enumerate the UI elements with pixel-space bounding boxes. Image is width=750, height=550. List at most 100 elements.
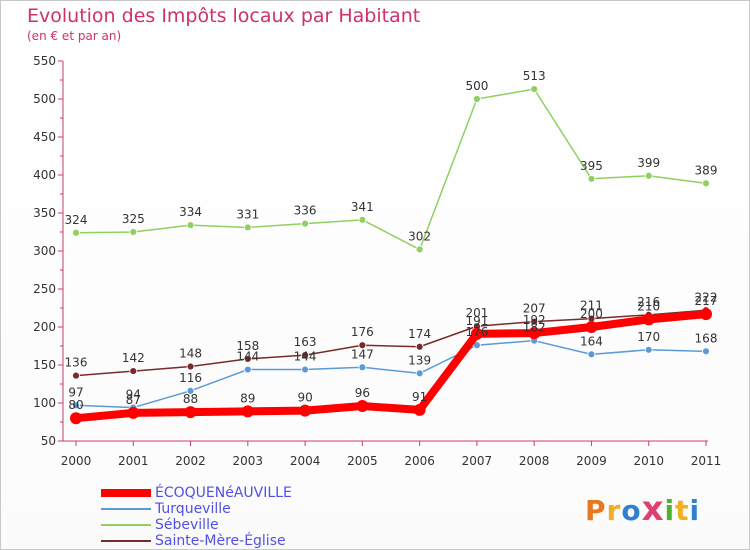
data-point (473, 95, 481, 103)
x-tick-label: 2002 (175, 454, 206, 468)
data-label: 164 (580, 334, 603, 348)
data-label: 334 (179, 205, 202, 219)
legend-item: Turqueville (101, 501, 292, 517)
data-label: 96 (355, 386, 370, 400)
data-point (470, 327, 483, 340)
legend-swatch (101, 540, 151, 542)
data-point (356, 400, 369, 413)
proxiti-logo: Proxiti (585, 489, 700, 529)
data-point (530, 85, 539, 94)
data-label: 500 (465, 79, 488, 93)
y-tick-label: 50 (41, 434, 56, 448)
x-tick-label: 2000 (61, 454, 92, 468)
data-label: 513 (523, 69, 546, 83)
data-point (587, 174, 596, 183)
data-point (415, 342, 424, 351)
data-point (587, 350, 596, 359)
data-point (70, 412, 82, 425)
data-point (358, 215, 367, 224)
y-tick-label: 150 (33, 358, 56, 372)
x-tick-label: 2003 (233, 454, 264, 468)
data-label: 176 (351, 325, 374, 339)
data-point (644, 171, 653, 180)
series-line (72, 310, 710, 423)
y-tick-label: 100 (33, 396, 56, 410)
data-point (301, 365, 309, 374)
data-label: 182 (523, 321, 546, 335)
x-tick-label: 2008 (519, 454, 550, 468)
data-label: 144 (294, 350, 317, 364)
legend: ÉCOQUENéAUVILLE Turqueville Sébeville Saint… (101, 485, 292, 549)
data-label: 89 (240, 391, 255, 405)
series-line (75, 339, 707, 409)
data-point (241, 405, 254, 418)
data-label: 174 (408, 327, 431, 341)
x-tick-label: 2009 (576, 454, 607, 468)
data-label: 210 (637, 299, 660, 313)
x-tick-label: 2011 (691, 454, 722, 468)
x-tick-label: 2001 (118, 454, 149, 468)
data-label: 80 (68, 398, 83, 412)
y-tick-label: 250 (33, 282, 56, 296)
legend-swatch (101, 508, 151, 510)
data-label: 142 (122, 351, 145, 365)
data-label: 389 (695, 163, 718, 177)
data-label: 341 (351, 200, 374, 214)
data-label: 302 (408, 229, 431, 243)
logo-letter: r (606, 494, 622, 527)
data-point (72, 401, 80, 410)
data-label: 148 (179, 347, 202, 361)
y-tick-label: 300 (33, 244, 56, 258)
x-tick-label: 2007 (462, 454, 493, 468)
data-label: 399 (637, 156, 660, 170)
data-point (702, 347, 710, 356)
data-label: 336 (294, 204, 317, 218)
data-point (528, 327, 541, 340)
data-point (301, 351, 309, 360)
data-label: 136 (65, 356, 88, 370)
data-point (415, 369, 424, 378)
x-tick-label: 2005 (347, 454, 378, 468)
data-label: 88 (183, 392, 198, 406)
data-label: 139 (408, 353, 431, 367)
series-line (75, 309, 707, 377)
data-label: 87 (126, 393, 141, 407)
data-label: 147 (351, 347, 374, 361)
legend-item: Sainte-Mère-Église (101, 533, 292, 549)
logo-letter: t (675, 494, 690, 527)
data-point (129, 367, 138, 375)
data-point (243, 223, 252, 232)
data-label: 395 (580, 159, 603, 173)
data-point (530, 317, 539, 326)
series-line (75, 88, 707, 251)
data-label: 158 (236, 339, 259, 353)
x-tick-label: 2006 (404, 454, 435, 468)
data-point (700, 308, 712, 321)
data-label: 216 (637, 295, 660, 309)
data-point (358, 363, 367, 372)
data-point (644, 345, 653, 354)
logo-letter: P (585, 494, 607, 527)
data-label: 90 (297, 391, 312, 405)
data-label: 201 (465, 306, 488, 320)
data-label: 200 (580, 307, 603, 321)
data-point (72, 371, 80, 380)
x-tick-label: 2010 (633, 454, 664, 468)
y-tick-label: 350 (33, 206, 56, 220)
data-point (243, 365, 252, 374)
data-label: 192 (523, 313, 546, 327)
data-label: 97 (68, 385, 83, 399)
data-label: 211 (580, 299, 603, 313)
logo-letter: i (689, 494, 701, 527)
data-point (243, 355, 252, 363)
data-label: 94 (126, 388, 141, 402)
data-point (702, 179, 710, 188)
data-point (301, 219, 309, 228)
legend-swatch (101, 524, 151, 526)
logo-letter: x (641, 489, 665, 529)
data-point (72, 228, 80, 237)
data-point (358, 341, 367, 350)
y-tick-label: 400 (33, 168, 56, 182)
chart-subtitle: (en € et par an) (27, 29, 122, 43)
